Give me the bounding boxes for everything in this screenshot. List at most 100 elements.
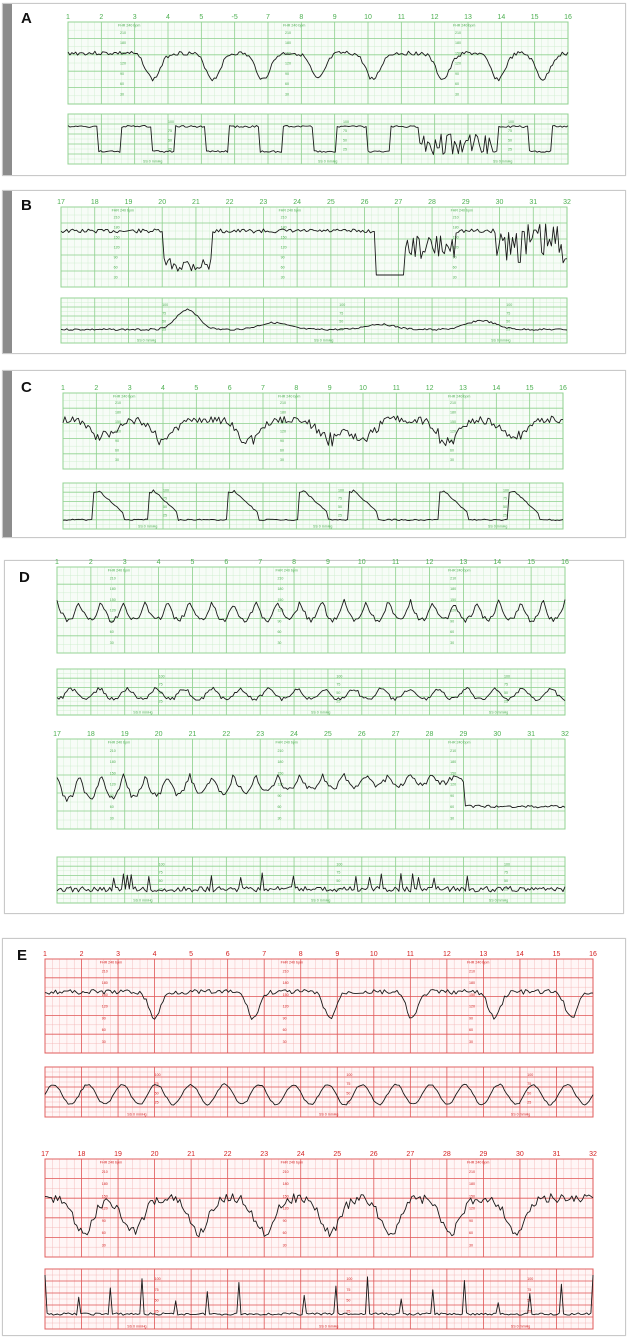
- fhr-scale-label: 90: [283, 1219, 287, 1223]
- minute-label: 6: [226, 951, 230, 958]
- toco-scale-label: 100: [504, 862, 510, 866]
- toco-footer: SS 0 mmHg: [127, 1113, 146, 1117]
- fhr-scale-label: 90: [455, 72, 459, 76]
- toco-footer: SS 0 mmHg: [511, 1325, 530, 1329]
- fhr-scale-label: 60: [285, 82, 289, 86]
- minute-label: 28: [443, 1151, 451, 1158]
- minute-label: 16: [564, 14, 572, 21]
- fhr-scale-label: 120: [277, 783, 283, 787]
- toco-footer: SS 0 mmHg: [311, 899, 330, 903]
- toco-footer: SS 0 mmHg: [319, 1113, 338, 1117]
- fhr-scale-label: 120: [450, 430, 456, 434]
- fhr-header: FHR 240 bpm: [451, 209, 473, 213]
- major-grid: [44, 958, 594, 1054]
- minute-label: 9: [328, 385, 332, 392]
- minute-label: 26: [358, 731, 366, 738]
- fhr-scale-label: 90: [120, 72, 124, 76]
- minute-label: 10: [364, 14, 372, 21]
- toco-scale-label: 100: [159, 862, 165, 866]
- toco-scale-label: 25: [336, 699, 340, 703]
- minute-label: 30: [496, 199, 504, 206]
- minute-label: 24: [293, 199, 301, 206]
- toco-scale-label: 100: [343, 120, 349, 124]
- fhr-scale-label: 150: [110, 598, 116, 602]
- fhr-scale-label: 120: [110, 609, 116, 613]
- fhr-scale-label: 30: [277, 816, 281, 820]
- fhr-scale-label: 210: [110, 749, 116, 753]
- minute-label: 29: [460, 731, 468, 738]
- toco-scale-label: 75: [346, 1082, 350, 1086]
- minute-label: 31: [553, 1151, 561, 1158]
- minute-label: 1: [43, 951, 47, 958]
- toco-footer: SS 0 mmHg: [489, 899, 508, 903]
- fhr-scale-label: 150: [450, 771, 456, 775]
- fhr-scale-label: 150: [281, 236, 287, 240]
- fhr-scale-label: 30: [450, 641, 454, 645]
- toco-scale-label: 100: [508, 120, 514, 124]
- fhr-scale-label: 210: [281, 216, 287, 220]
- fhr-trace: [60, 223, 568, 276]
- fhr-header: FHR 240 bpm: [118, 24, 140, 28]
- toco-scale-label: 50: [338, 505, 342, 509]
- toco-scale-label: 25: [506, 328, 510, 332]
- fhr-scale-label: 30: [283, 1040, 287, 1044]
- minute-label: 17: [53, 731, 61, 738]
- minute-label: 5: [191, 559, 195, 566]
- toco-scale-label: 100: [163, 488, 169, 492]
- fhr-scale-label: 60: [283, 1028, 287, 1032]
- minute-label: 12: [443, 951, 451, 958]
- minute-label: 12: [426, 385, 434, 392]
- fhr-scale-label: 180: [450, 587, 456, 591]
- panel-label: C: [21, 379, 32, 396]
- fhr-header: FHR 240 bpm: [100, 1161, 122, 1165]
- minute-label: 13: [460, 559, 468, 566]
- fhr-scale-label: 210: [280, 401, 286, 405]
- fhr-scale-label: 150: [469, 1194, 475, 1198]
- minute-label: 27: [392, 731, 400, 738]
- toco-strip: 100 75 50 25 100 75 50 25 100 75 50 25 SS 0 mmHg SS 0…: [60, 297, 568, 344]
- fhr-scale-label: 180: [277, 760, 283, 764]
- minute-label: 31: [527, 731, 535, 738]
- minute-label: 14: [492, 385, 500, 392]
- fhr-scale-label: 210: [277, 749, 283, 753]
- toco-scale-label: 100: [504, 674, 510, 678]
- fhr-scale-label: 180: [450, 760, 456, 764]
- toco-scale-label: 75: [527, 1288, 531, 1292]
- fhr-scale-label: 60: [469, 1028, 473, 1032]
- toco-scale-label: 75: [506, 311, 510, 315]
- fhr-trace: [56, 773, 566, 809]
- fhr-header: FHR 240 bpm: [467, 1161, 489, 1165]
- toco-scale-label: 50: [159, 879, 163, 883]
- minute-label: 20: [158, 199, 166, 206]
- toco-scale-label: 100: [155, 1277, 161, 1281]
- minute-label: 16: [559, 385, 567, 392]
- fhr-strip: 17 18 19 20 21 22 23 24 25 26 27 28 29 30 31 32 FHR 240 …: [41, 1151, 597, 1258]
- fhr-trace: [44, 1193, 594, 1238]
- minute-label: 15: [531, 14, 539, 21]
- minute-label: 2: [94, 385, 98, 392]
- panel-b: B 17 18 19 20 21 22 23 24 25 26 27 28 29 30 31 32 FHR 24…: [2, 190, 626, 354]
- toco-footer: SS 0 mmHg: [138, 525, 157, 529]
- fhr-header: FHR 240 bpm: [283, 24, 305, 28]
- minute-label: 18: [78, 1151, 86, 1158]
- fhr-scale-label: 210: [285, 31, 291, 35]
- minute-label: 10: [370, 951, 378, 958]
- toco-footer: SS 0 mmHg: [133, 899, 152, 903]
- toco-scale-label: 100: [527, 1073, 533, 1077]
- minute-label: 13: [480, 951, 488, 958]
- minute-label: 30: [516, 1151, 524, 1158]
- major-grid: [56, 856, 566, 904]
- minute-label: 19: [114, 1151, 122, 1158]
- toco-scale-label: 25: [155, 1310, 159, 1314]
- toco-scale-label: 50: [155, 1091, 159, 1095]
- fhr-scale-label: 180: [120, 41, 126, 45]
- fhr-scale-label: 180: [281, 226, 287, 230]
- toco-scale-label: 100: [527, 1277, 533, 1281]
- fhr-scale-label: 30: [110, 641, 114, 645]
- minute-label: 25: [324, 731, 332, 738]
- fhr-strip: 17 18 19 20 21 22 23 24 25 26 27 28 29 30 31 32 FHR 240 …: [57, 199, 571, 288]
- minute-label: 22: [226, 199, 234, 206]
- fhr-scale-label: 60: [102, 1231, 106, 1235]
- major-grid: [62, 392, 564, 470]
- minute-label: 27: [406, 1151, 414, 1158]
